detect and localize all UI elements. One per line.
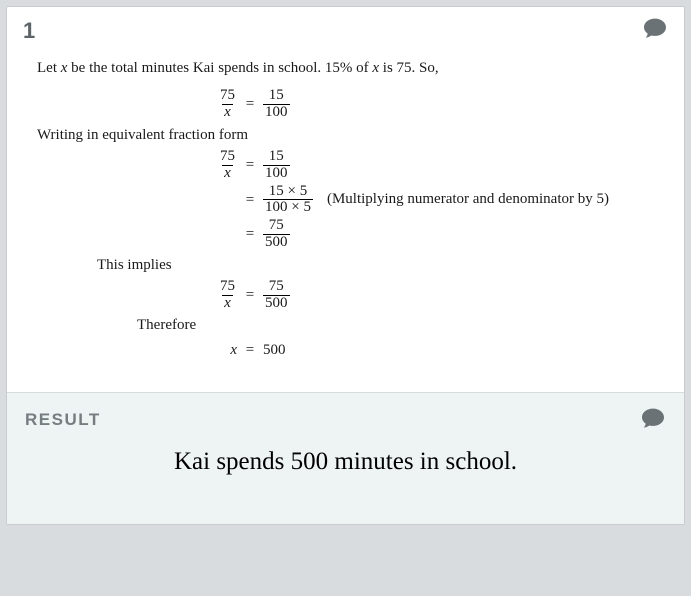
- eq2-equals: =: [237, 155, 263, 175]
- step-number: 1: [23, 18, 35, 44]
- math-block-2: 75x = 15100 = 15 × 5100 × 5(Multiplying …: [157, 149, 654, 251]
- eq4-rnum: 75: [267, 218, 286, 234]
- eq5-equals: =: [237, 285, 263, 305]
- eq5-lden: x: [222, 295, 233, 312]
- intro-tail: is 75. So,: [379, 60, 439, 76]
- eq6-rhs: 500: [263, 340, 286, 360]
- step-header: 1: [7, 7, 684, 48]
- eq4-rden: 500: [263, 234, 290, 251]
- comment-icon[interactable]: [642, 17, 668, 44]
- eq3-rnum: 15 × 5: [267, 184, 309, 200]
- solution-card: 1 Let x be the total minutes Kai spends …: [6, 6, 685, 525]
- eq1-rden: 100: [263, 104, 290, 121]
- result-text: Kai spends 500 minutes in school.: [25, 448, 666, 476]
- equation-6: x = 500: [157, 340, 654, 360]
- eq1-equals: =: [237, 94, 263, 114]
- result-section: RESULT Kai spends 500 minutes in school.: [7, 392, 684, 524]
- step-body: Let x be the total minutes Kai spends in…: [7, 48, 684, 392]
- comment-icon[interactable]: [640, 407, 666, 434]
- intro-text: Let x be the total minutes Kai spends in…: [37, 58, 654, 78]
- eq1-rnum: 15: [267, 88, 286, 104]
- math-block-3: 75x = 75500: [157, 279, 654, 312]
- math-block: 75x = 15100: [157, 88, 654, 121]
- implies-line: This implies: [97, 255, 654, 275]
- eq2-rnum: 15: [267, 149, 286, 165]
- eq3-note: (Multiplying numerator and denominator b…: [327, 191, 609, 207]
- intro-mid: be the total minutes Kai spends in schoo…: [67, 60, 372, 76]
- equation-4: = 75500: [157, 218, 654, 251]
- eq4-equals: =: [237, 224, 263, 244]
- result-header: RESULT: [25, 407, 666, 434]
- eq2-rden: 100: [263, 165, 290, 182]
- eq3-equals: =: [237, 190, 263, 210]
- eq5-lnum: 75: [218, 279, 237, 295]
- eq2-lden: x: [222, 165, 233, 182]
- math-block-4: x = 500: [157, 340, 654, 360]
- eq6-lhs: x: [157, 340, 237, 360]
- eq5-rnum: 75: [267, 279, 286, 295]
- equation-3: = 15 × 5100 × 5 (Multiplying numerator an…: [157, 184, 654, 217]
- equation-2: 75x = 15100: [157, 149, 654, 182]
- equation-1: 75x = 15100: [157, 88, 654, 121]
- intro-prefix: Let: [37, 60, 61, 76]
- equation-5: 75x = 75500: [157, 279, 654, 312]
- eq2-lnum: 75: [218, 149, 237, 165]
- result-label: RESULT: [25, 410, 101, 430]
- eq1-lnum: 75: [218, 88, 237, 104]
- eq3-rden: 100 × 5: [263, 199, 313, 216]
- eq6-equals: =: [237, 340, 263, 360]
- eq1-lden: x: [222, 104, 233, 121]
- eq5-rden: 500: [263, 295, 290, 312]
- therefore-line: Therefore: [137, 315, 654, 335]
- writing-line: Writing in equivalent fraction form: [37, 125, 654, 145]
